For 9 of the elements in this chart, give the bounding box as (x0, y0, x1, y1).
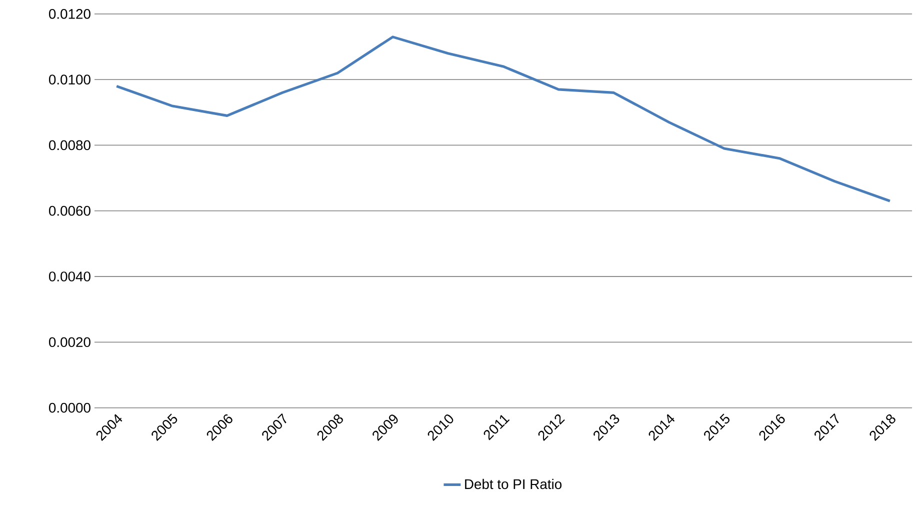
legend-label: Debt to PI Ratio (465, 478, 562, 489)
y-tick-label: 0.0000 (48, 402, 90, 412)
y-tick-label: 0.0020 (48, 336, 90, 347)
y-tick-label: 0.0060 (48, 206, 90, 216)
line-series (115, 35, 892, 202)
y-tick-label: 0.0100 (48, 74, 90, 84)
y-tick-label: 0.0120 (48, 8, 90, 19)
y-tick-label: 0.0040 (48, 271, 90, 282)
y-tick-label: 0.0080 (48, 140, 90, 150)
